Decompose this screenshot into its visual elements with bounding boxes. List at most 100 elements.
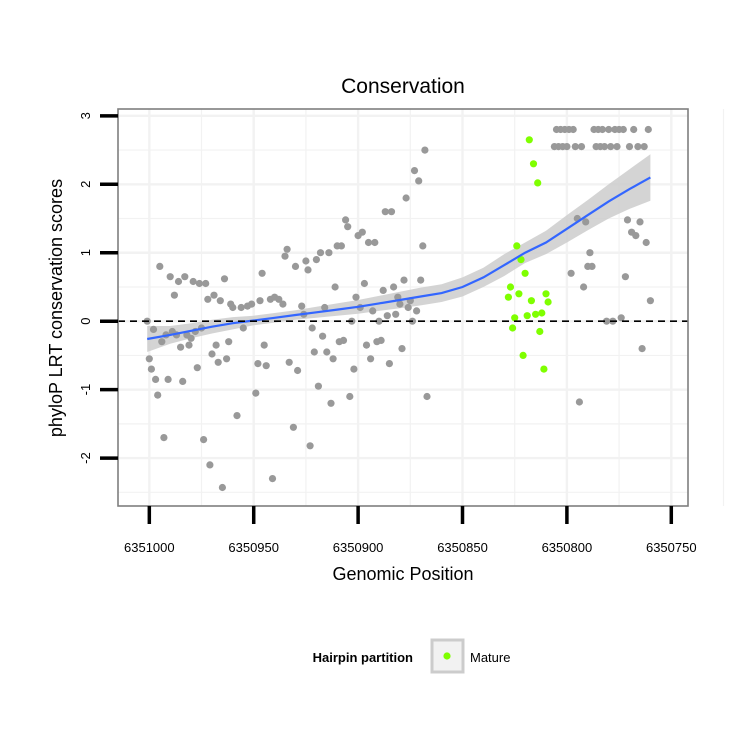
other-point [262,362,270,370]
x-tick-label: 6350800 [542,540,593,555]
legend-key-box [430,638,465,674]
other-point [291,262,300,270]
other-point [342,216,350,224]
other-point [212,341,220,349]
other-point [362,341,371,349]
other-point [187,334,195,342]
other-point [417,276,425,284]
other-point [636,218,644,226]
other-point [644,125,652,134]
legend-key-mature [443,652,451,660]
other-point [223,355,231,363]
other-point [623,216,632,224]
mature-point [534,179,542,187]
other-point [646,297,655,305]
other-point [419,242,427,250]
other-point [582,218,590,226]
other-point [220,275,229,283]
other-point [154,391,162,399]
other-point [390,283,398,291]
mature-point [536,327,544,336]
other-point [195,279,203,288]
mature-point [523,312,531,320]
other-point [404,303,412,312]
other-point [402,194,410,202]
other-point [214,358,222,366]
other-point [360,279,368,288]
other-point [413,307,421,315]
other-point [367,355,375,363]
other-point [283,245,291,253]
mature-point [519,351,527,359]
other-point [310,348,318,356]
other-point [327,399,335,407]
other-point [398,345,406,353]
other-point [281,252,289,260]
other-point [344,223,352,231]
other-point [170,291,178,299]
other-point [181,273,189,281]
other-point [218,483,226,492]
other-point [421,146,429,154]
mature-point [517,256,525,264]
mature-point [521,269,529,277]
mature-point [538,309,546,317]
y-tick-label: 2 [78,181,93,188]
other-point [385,360,393,368]
other-point [346,392,354,401]
y-axis-title: phyloP LRT conservation scores [46,179,66,437]
other-point [339,336,348,344]
mature-point [511,314,519,322]
other-point [605,125,613,134]
other-point [314,382,322,390]
mature-point [532,310,540,318]
other-point [634,143,642,151]
other-point [600,143,609,151]
x-tick-label: 6350750 [646,540,697,555]
y-tick-label: -2 [78,452,93,464]
mature-point [540,365,548,373]
other-point [225,338,233,346]
other-point [571,143,579,151]
other-point [569,125,577,134]
other-point [617,314,625,322]
other-point [174,277,183,286]
x-axis: 6351000 6350950 6350900 6350850 6350800 63507… [124,506,697,555]
other-point [166,273,174,281]
other-point [233,412,241,420]
other-point [364,238,373,247]
other-point [164,375,172,383]
other-point [598,125,607,134]
other-point [387,208,396,216]
other-point [193,364,201,372]
other-point [621,273,630,281]
other-point [638,345,646,353]
other-point [304,266,312,274]
other-point [396,300,404,308]
mature-point [529,160,538,168]
other-point [279,300,287,308]
chart-title: Conservation [341,75,465,98]
other-point [630,125,638,134]
y-axis: -2 -1 0 1 2 3 [78,112,118,464]
other-point [625,143,634,151]
other-point [603,317,611,325]
other-point [177,343,185,351]
mature-point [508,324,517,332]
other-point [294,366,302,375]
other-point [619,125,627,134]
other-point [185,341,193,349]
other-point [275,295,283,303]
other-point [204,295,212,303]
other-point [377,336,385,344]
other-point [149,325,158,333]
other-point [319,332,327,340]
other-point [586,249,594,257]
other-point [381,208,389,216]
panel-border [117,108,689,507]
mature-point [506,283,515,291]
other-point [156,262,164,270]
other-point [410,167,419,175]
mature-point [525,136,533,144]
